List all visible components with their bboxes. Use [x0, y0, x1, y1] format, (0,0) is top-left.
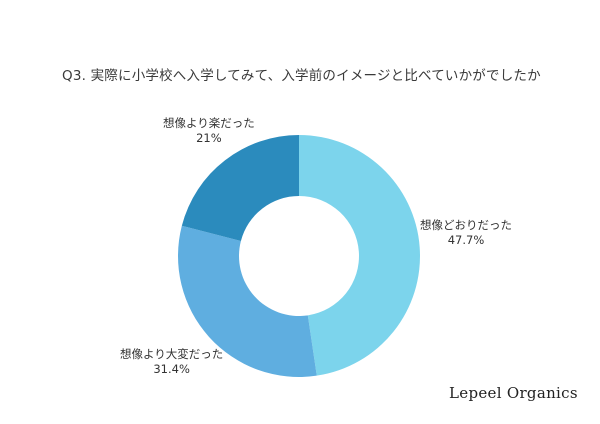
label-as-expected-name: 想像どおりだった	[420, 218, 512, 232]
label-easier: 想像より楽だった 21%	[163, 116, 255, 146]
label-as-expected: 想像どおりだった 47.7%	[420, 218, 512, 248]
label-harder: 想像より大変だった 31.4%	[120, 347, 223, 377]
donut-slice	[299, 135, 420, 376]
label-easier-pct: 21%	[196, 131, 222, 145]
donut-slice	[178, 225, 317, 377]
label-easier-name: 想像より楽だった	[163, 116, 255, 130]
label-as-expected-pct: 47.7%	[447, 233, 485, 247]
brand-logo-text: Lepeel Organics	[449, 384, 578, 402]
donut-slices	[178, 135, 420, 377]
label-harder-pct: 31.4%	[153, 362, 190, 376]
chart-title: Q3. 実際に小学校へ入学してみて、入学前のイメージと比べていかがでしたか	[62, 68, 541, 84]
donut-slice	[181, 135, 299, 242]
label-harder-name: 想像より大変だった	[120, 347, 224, 361]
